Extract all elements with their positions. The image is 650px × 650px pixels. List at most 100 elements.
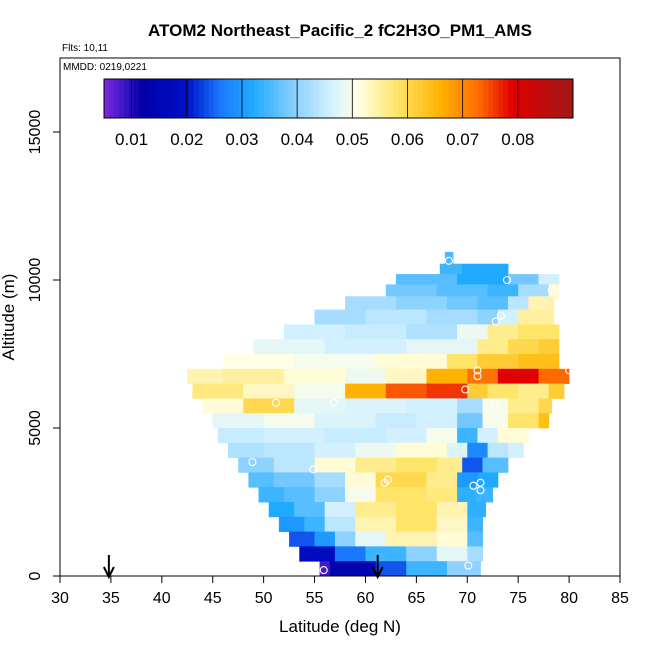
sample-marker xyxy=(491,317,500,326)
heatmap-cell xyxy=(294,398,346,414)
y-axis: 0 5000 10000 15000 xyxy=(27,110,60,580)
x-tick-label: 55 xyxy=(306,590,324,607)
heatmap-cell xyxy=(294,502,326,518)
colorbar-swatch xyxy=(458,79,464,118)
colorbar-swatch xyxy=(243,79,250,118)
colorbar-tick-label: 0.05 xyxy=(336,130,369,149)
colorbar-swatch xyxy=(448,79,454,118)
heatmap-cell xyxy=(314,487,346,503)
sample-marker xyxy=(309,465,318,474)
heatmap-cell xyxy=(508,339,539,355)
heatmap-cell xyxy=(192,383,244,399)
heatmap-cell xyxy=(518,324,560,340)
colorbar-swatch xyxy=(273,79,280,118)
colorbar-swatch xyxy=(163,79,170,118)
heatmap-cell xyxy=(482,413,509,429)
heatmap-cell xyxy=(518,284,550,300)
colorbar-swatch xyxy=(198,79,205,118)
heatmap-cell xyxy=(228,442,264,458)
colorbar-swatch xyxy=(518,79,524,118)
heatmap-cell xyxy=(475,487,494,503)
colorbar-swatch xyxy=(493,79,499,118)
heatmap-cell xyxy=(497,309,519,325)
colorbar-swatch xyxy=(113,79,120,118)
heatmap-cell xyxy=(324,502,356,518)
x-tick-label: 35 xyxy=(102,590,120,607)
colorbar-swatch xyxy=(513,79,519,118)
colorbar-swatch xyxy=(418,79,424,118)
heatmap-cell xyxy=(436,546,468,562)
heatmap-cell xyxy=(406,398,458,414)
sample-marker xyxy=(380,478,389,487)
heatmap-cell xyxy=(396,502,438,518)
heatmap-cell xyxy=(396,296,448,312)
heatmap-cell xyxy=(528,296,555,312)
colorbar-swatch xyxy=(478,79,484,118)
heatmap-cell xyxy=(278,516,305,532)
heatmap-cell xyxy=(457,413,483,429)
colorbar-swatch xyxy=(258,79,265,118)
sample-marker xyxy=(565,366,574,375)
heatmap-cell xyxy=(222,354,295,370)
heatmap-cell xyxy=(324,339,407,355)
heatmap-cell xyxy=(268,502,295,518)
colorbar-swatch xyxy=(358,79,364,118)
heatmap-cell xyxy=(334,531,356,547)
x-tick-label: 45 xyxy=(204,590,222,607)
colorbar-swatch xyxy=(238,79,245,118)
colorbar-swatch xyxy=(248,79,255,118)
colorbar-swatch xyxy=(558,79,564,118)
heatmap-cell xyxy=(426,383,468,399)
heatmap-cell xyxy=(345,296,397,312)
heatmap-cell xyxy=(487,284,519,300)
colorbar-swatch xyxy=(133,79,140,118)
colorbar-swatch xyxy=(413,79,419,118)
heatmap-cell xyxy=(538,339,560,355)
heatmap-cell xyxy=(406,546,438,562)
heatmap-cell xyxy=(446,442,468,458)
heatmap-cell xyxy=(548,383,565,399)
colorbar-swatch xyxy=(253,79,260,118)
colorbar-swatch xyxy=(353,79,359,118)
heatmap-cell xyxy=(375,413,417,429)
heatmap-cell xyxy=(467,442,489,458)
sample-marker xyxy=(502,275,512,285)
heatmap-cell xyxy=(355,502,397,518)
x-tick-label: 65 xyxy=(407,590,425,607)
y-tick-label: 0 xyxy=(27,571,44,580)
heatmap-cell xyxy=(467,516,483,532)
heatmap-cell xyxy=(508,398,539,414)
heatmap-cell xyxy=(487,442,509,458)
heatmap-cell xyxy=(299,546,336,562)
heatmap-cell xyxy=(457,487,476,503)
heatmap-cell xyxy=(436,502,468,518)
heatmap-cell xyxy=(477,472,499,488)
colorbar-swatch xyxy=(533,79,539,118)
colorbar-swatch xyxy=(268,79,275,118)
colorbar-swatch xyxy=(193,79,200,118)
heatmap-cell xyxy=(248,472,275,488)
heatmap-cell xyxy=(243,383,295,399)
heatmap-cell xyxy=(355,516,397,532)
flights-note: Flts: 10,11 xyxy=(62,43,108,54)
heatmap-cell xyxy=(467,546,483,562)
heatmap-cell xyxy=(385,531,438,547)
colorbar-tick-label: 0.07 xyxy=(446,130,479,149)
heatmap-cell xyxy=(355,457,397,473)
heatmap-cell xyxy=(436,457,463,473)
heatmap-cell xyxy=(467,383,489,399)
heatmap-cell xyxy=(375,354,448,370)
colorbar-swatch xyxy=(498,79,504,118)
heatmap-cell xyxy=(222,368,285,384)
heatmap-cell xyxy=(477,354,519,370)
heatmap-cell xyxy=(355,442,397,458)
colorbar-swatch xyxy=(123,79,130,118)
colorbar-swatch xyxy=(293,79,300,118)
sample-marker xyxy=(469,481,478,490)
colorbar-swatch xyxy=(318,79,325,118)
heatmap-cell xyxy=(467,531,483,547)
colorbar-swatch xyxy=(348,79,354,118)
colorbar-tick-label: 0.02 xyxy=(170,130,203,149)
colorbar-swatch xyxy=(108,79,115,118)
heatmap-cell xyxy=(477,428,499,444)
